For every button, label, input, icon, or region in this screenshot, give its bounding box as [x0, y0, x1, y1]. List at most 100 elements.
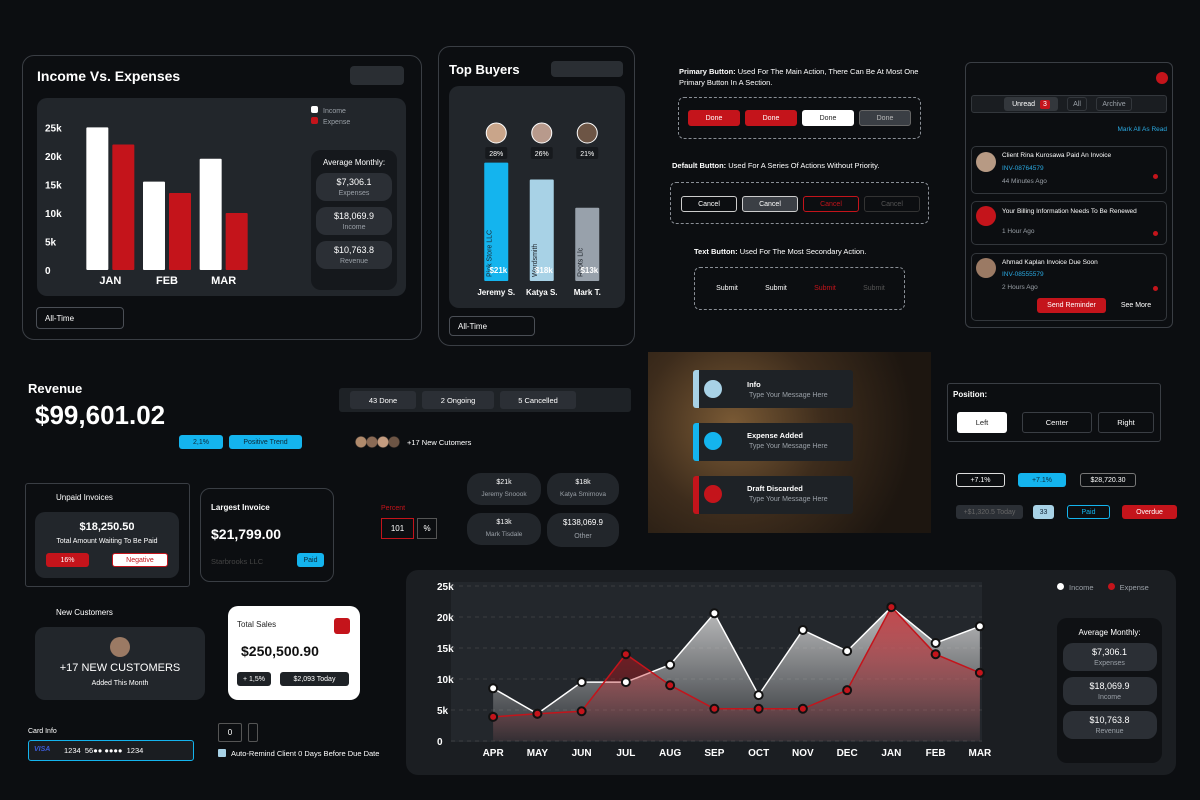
- notification-title: Your Billing Information Needs To Be Ren…: [1002, 208, 1137, 215]
- button[interactable]: Send Reminder: [1037, 298, 1106, 313]
- button[interactable]: Cancel: [803, 196, 859, 212]
- bar: [169, 193, 191, 270]
- button[interactable]: Done: [802, 110, 854, 126]
- option[interactable]: Right: [1098, 412, 1154, 433]
- stepper[interactable]: [248, 723, 258, 742]
- card-input[interactable]: [28, 740, 194, 761]
- x-tick-label: JUN: [572, 748, 592, 759]
- legend-swatch: [311, 106, 318, 113]
- status-item[interactable]: 2 Ongoing: [422, 391, 494, 409]
- y-tick-label: 15k: [45, 180, 62, 191]
- x-tick-label: Jeremy S.: [477, 288, 515, 297]
- button-group: [678, 97, 921, 139]
- line: [492, 606, 981, 715]
- button-group: [670, 182, 929, 224]
- toast-title: Info: [747, 380, 761, 389]
- average-title: Average Monthly:: [1078, 628, 1141, 637]
- y-tick-label: 5k: [437, 706, 449, 717]
- tab[interactable]: Archive: [1096, 97, 1132, 111]
- counter-input[interactable]: 0: [218, 723, 242, 742]
- checkbox[interactable]: [218, 749, 226, 757]
- y-tick-label: 5k: [45, 237, 57, 248]
- average-title: Average Monthly:: [322, 158, 386, 167]
- name: Mark Tisdale: [485, 531, 523, 538]
- trend-chip: + 1,5%: [237, 672, 271, 686]
- tab[interactable]: All: [1067, 97, 1087, 111]
- name: Katya Smirnova: [560, 491, 606, 498]
- button[interactable]: Cancel: [864, 196, 920, 212]
- button-description: Primary Button: Used For The Main Action…: [679, 66, 929, 88]
- revenue-title: Revenue: [28, 381, 83, 396]
- avatar: [976, 258, 996, 278]
- option[interactable]: Center: [1022, 412, 1092, 433]
- y-tick-label: 10k: [45, 209, 62, 220]
- button[interactable]: Cancel: [681, 196, 737, 212]
- notification[interactable]: [971, 253, 1167, 321]
- button[interactable]: Submit: [814, 284, 836, 292]
- filter-dropdown[interactable]: All-Time: [36, 307, 124, 329]
- toast-icon: [704, 380, 722, 398]
- days: 0: [298, 749, 303, 758]
- chip: +7.1%: [956, 473, 1005, 487]
- unread-dot: [1153, 286, 1158, 291]
- x-tick-label: JAN: [881, 748, 901, 759]
- button[interactable]: Done: [688, 110, 740, 126]
- value-label: $13k: [580, 266, 598, 275]
- notifications-panel: [965, 62, 1173, 328]
- status-item[interactable]: 5 Cancelled: [500, 391, 576, 409]
- amount: $18k: [575, 479, 591, 486]
- amount: $21k: [496, 479, 512, 486]
- chart-toggle[interactable]: [350, 66, 404, 85]
- unread-dot: [1153, 174, 1158, 179]
- legend-item: Expense: [311, 117, 350, 128]
- chip: Paid: [1067, 505, 1110, 519]
- description: Used For The Most Secondary Action.: [739, 247, 867, 256]
- y-tick-label: 10k: [437, 675, 454, 686]
- x-tick-label: AUG: [659, 748, 681, 759]
- notification[interactable]: [971, 146, 1167, 194]
- trend-chip: $2,093 Today: [280, 672, 349, 686]
- share-label: 26%: [535, 151, 549, 158]
- point: [709, 608, 720, 619]
- point: [709, 703, 720, 714]
- average-item: $18,069.9 Income: [316, 207, 392, 235]
- chart-toggle[interactable]: [551, 61, 623, 77]
- amount: $250,500.90: [241, 643, 319, 659]
- point: [488, 683, 499, 694]
- button[interactable]: Submit: [765, 284, 787, 292]
- x-tick-label: NOV: [792, 748, 814, 759]
- mark-all-link[interactable]: Mark All As Read: [1117, 126, 1168, 133]
- button[interactable]: Submit: [863, 284, 885, 292]
- bar: [575, 207, 600, 281]
- button[interactable]: Done: [859, 110, 911, 126]
- x-tick-label: SEP: [704, 748, 724, 759]
- point: [753, 703, 764, 714]
- legend-item: Expense: [1107, 583, 1149, 592]
- bar: [484, 162, 509, 281]
- area: [493, 607, 980, 741]
- filter-dropdown[interactable]: All-Time: [449, 316, 535, 336]
- button[interactable]: Done: [745, 110, 797, 126]
- point: [930, 649, 941, 660]
- x-tick-label: MAR: [968, 748, 992, 759]
- status-item[interactable]: 43 Done: [350, 391, 416, 409]
- button[interactable]: Cancel: [742, 196, 798, 212]
- notification-title: Ahmad Kaplan Invoice Due Soon: [1002, 259, 1098, 266]
- buyer-card: [547, 513, 619, 547]
- point: [532, 708, 543, 719]
- invoice-link[interactable]: INV-08764579: [1002, 165, 1044, 172]
- label: Income: [1098, 694, 1121, 701]
- close-button[interactable]: [1156, 72, 1168, 84]
- average-item: $18,069.9 Income: [1062, 677, 1157, 705]
- invoice-link[interactable]: INV-08555579: [1002, 271, 1044, 278]
- option[interactable]: Left: [957, 412, 1007, 433]
- button[interactable]: See More: [1120, 302, 1152, 309]
- text: Days Before Due Date: [304, 749, 380, 758]
- button[interactable]: Submit: [716, 284, 738, 292]
- tab[interactable]: Unread 3: [1004, 97, 1058, 111]
- percent-input[interactable]: 101: [381, 518, 414, 539]
- panel-title: New Customers: [56, 608, 113, 617]
- bar-chart: 0 5k 10k 15k 20k 25k JAN FEB MAR: [45, 123, 248, 287]
- notification[interactable]: [971, 201, 1167, 245]
- input-label: Percent: [381, 505, 406, 512]
